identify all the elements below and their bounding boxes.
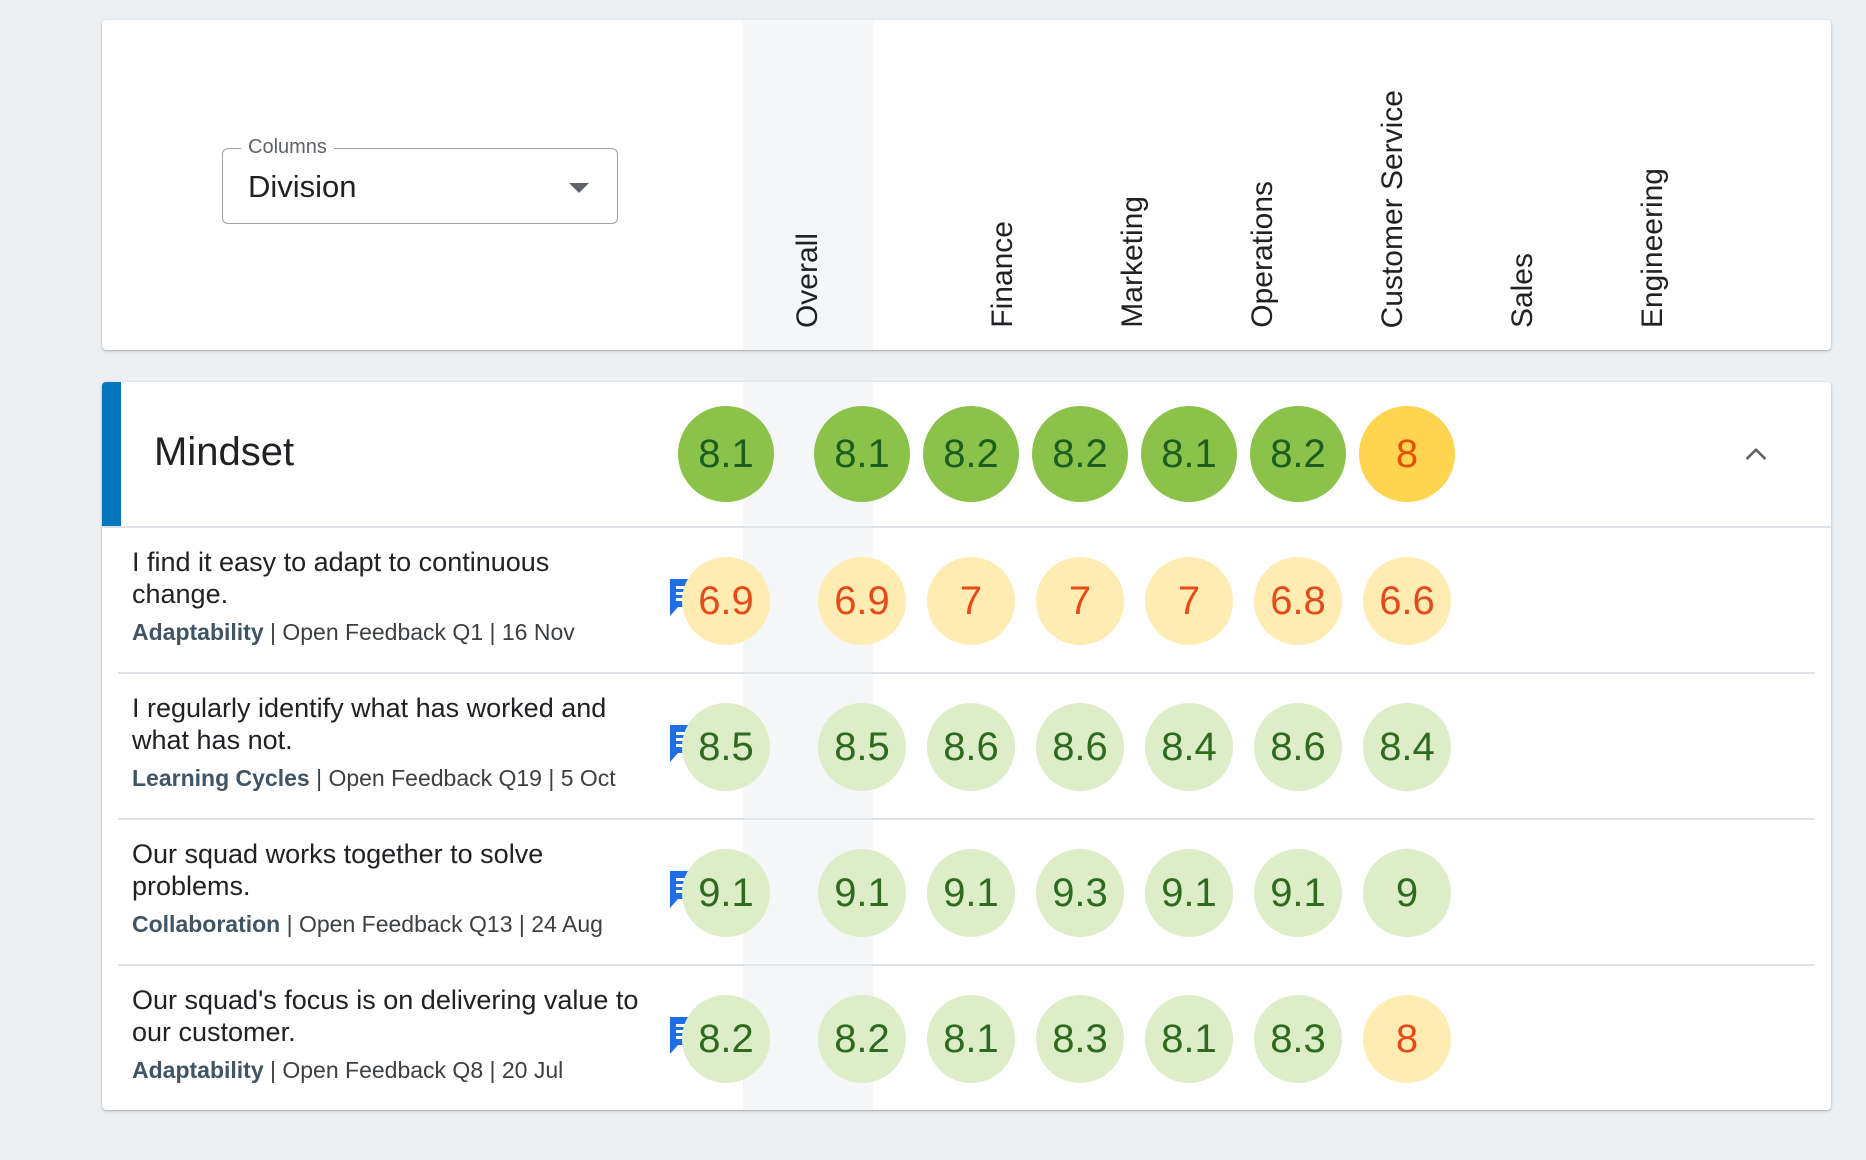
collapse-button[interactable] [1732, 430, 1780, 478]
score-engineering[interactable]: 6.6 [1363, 557, 1451, 645]
question-row[interactable]: Our squad's focus is on delivering value… [102, 966, 1831, 1110]
column-header-overall: Overall [791, 232, 824, 328]
row-divider [118, 964, 1815, 966]
score-marketing[interactable]: 9.1 [927, 849, 1015, 937]
row-divider [118, 672, 1815, 674]
question-source-date: | Open Feedback Q1 | 16 Nov [263, 619, 575, 645]
question-source-date: | Open Feedback Q19 | 5 Oct [309, 765, 616, 791]
score-operations[interactable]: 8.3 [1036, 995, 1124, 1083]
column-header-customer-service: Customer Service [1376, 89, 1409, 328]
score-overall[interactable]: 8.5 [682, 703, 770, 791]
score-customer-service[interactable]: 7 [1145, 557, 1233, 645]
overall-column-shade [743, 20, 873, 350]
score-overall[interactable]: 8.2 [682, 995, 770, 1083]
question-category[interactable]: Adaptability [132, 1057, 264, 1083]
column-header-engineering: Engineering [1636, 167, 1669, 328]
chevron-up-icon [1746, 448, 1766, 460]
dropdown-caret-icon [569, 183, 589, 193]
columns-select-label: Columns [241, 136, 334, 159]
column-header-finance: Finance [986, 221, 1019, 328]
score-engineering[interactable]: 8 [1363, 995, 1451, 1083]
score-sales[interactable]: 6.8 [1254, 557, 1342, 645]
question-meta: Adaptability | Open Feedback Q8 | 20 Jul [132, 1057, 563, 1084]
score-marketing[interactable]: 8.2 [923, 406, 1019, 502]
question-text: Our squad's focus is on delivering value… [132, 985, 639, 1047]
score-finance[interactable]: 8.1 [814, 406, 910, 502]
score-sales[interactable]: 9.1 [1254, 849, 1342, 937]
score-finance[interactable]: 8.2 [818, 995, 906, 1083]
score-customer-service[interactable]: 8.4 [1145, 703, 1233, 791]
score-overall[interactable]: 6.9 [682, 557, 770, 645]
section-title: Mindset [154, 430, 295, 474]
score-engineering[interactable]: 9 [1363, 849, 1451, 937]
question-category[interactable]: Learning Cycles [132, 765, 310, 791]
score-operations[interactable]: 8.2 [1032, 406, 1128, 502]
column-header-operations: Operations [1246, 181, 1279, 328]
score-marketing[interactable]: 8.1 [927, 995, 1015, 1083]
score-marketing[interactable]: 7 [927, 557, 1015, 645]
question-source-date: | Open Feedback Q8 | 20 Jul [263, 1057, 564, 1083]
score-finance[interactable]: 9.1 [818, 849, 906, 937]
score-operations[interactable]: 8.6 [1036, 703, 1124, 791]
question-meta: Adaptability | Open Feedback Q1 | 16 Nov [132, 619, 575, 646]
score-engineering[interactable]: 8 [1359, 406, 1455, 502]
question-row[interactable]: Our squad works together to solve proble… [102, 820, 1831, 966]
score-marketing[interactable]: 8.6 [927, 703, 1015, 791]
score-operations[interactable]: 7 [1036, 557, 1124, 645]
score-sales[interactable]: 8.2 [1250, 406, 1346, 502]
column-header-marketing: Marketing [1116, 196, 1149, 328]
question-row[interactable]: I regularly identify what has worked and… [102, 674, 1831, 820]
question-category[interactable]: Adaptability [132, 619, 264, 645]
column-header-sales: Sales [1506, 252, 1539, 328]
score-customer-service[interactable]: 8.1 [1141, 406, 1237, 502]
score-finance[interactable]: 6.9 [818, 557, 906, 645]
question-meta: Collaboration | Open Feedback Q13 | 24 A… [132, 911, 603, 938]
results-card: Mindset 8.1 8.1 8.2 8.2 8.1 8.2 8 I find it ea… [102, 382, 1831, 1110]
columns-select-value: Division [248, 169, 357, 204]
score-overall[interactable]: 8.1 [678, 406, 774, 502]
question-category[interactable]: Collaboration [132, 911, 281, 937]
score-operations[interactable]: 9.3 [1036, 849, 1124, 937]
score-customer-service[interactable]: 9.1 [1145, 849, 1233, 937]
question-text: I find it easy to adapt to continuous ch… [132, 547, 550, 609]
question-source-date: | Open Feedback Q13 | 24 Aug [280, 911, 603, 937]
score-customer-service[interactable]: 8.1 [1145, 995, 1233, 1083]
score-sales[interactable]: 8.3 [1254, 995, 1342, 1083]
question-text: I regularly identify what has worked and… [132, 693, 607, 755]
question-text: Our squad works together to solve proble… [132, 839, 544, 901]
column-header-card: Columns Division Overall Finance Marketi… [102, 20, 1831, 350]
columns-select[interactable]: Columns Division [222, 136, 618, 224]
section-accent-bar [102, 382, 121, 526]
score-engineering[interactable]: 8.4 [1363, 703, 1451, 791]
row-divider [118, 818, 1815, 820]
question-meta: Learning Cycles | Open Feedback Q19 | 5 … [132, 765, 616, 792]
score-overall[interactable]: 9.1 [682, 849, 770, 937]
score-sales[interactable]: 8.6 [1254, 703, 1342, 791]
section-divider [102, 526, 1831, 528]
score-finance[interactable]: 8.5 [818, 703, 906, 791]
question-row[interactable]: I find it easy to adapt to continuous ch… [102, 528, 1831, 674]
